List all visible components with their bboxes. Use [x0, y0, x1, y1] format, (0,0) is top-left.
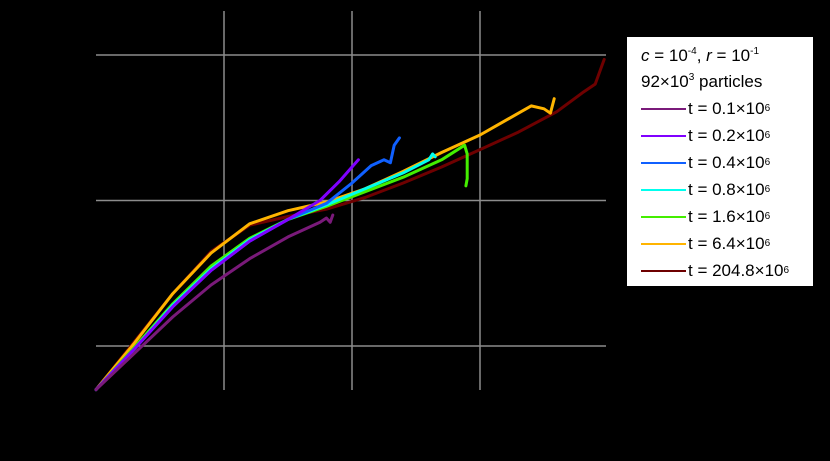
legend-entry: t = 1.6×10 6 [641, 203, 813, 230]
legend-entry: t = 0.1×10 6 [641, 95, 813, 122]
legend-particles: 92×103 particles [641, 72, 763, 91]
series-line [94, 158, 360, 392]
legend-swatch [641, 188, 686, 191]
data-series [94, 57, 606, 392]
legend-entry: t = 204.8×10 6 [641, 257, 813, 284]
legend-swatch [641, 161, 686, 164]
series-line [94, 213, 335, 392]
legend-entry: t = 0.2×10 6 [641, 122, 813, 149]
legend-swatch [641, 107, 686, 110]
legend-swatch [641, 134, 686, 137]
legend: c = 10-4, r = 10-1 92×103 particles t = … [627, 37, 813, 286]
legend-entry: t = 0.4×10 6 [641, 149, 813, 176]
series-line [94, 136, 401, 392]
legend-entry: t = 6.4×10 6 [641, 230, 813, 257]
legend-entry: t = 0.8×10 6 [641, 176, 813, 203]
legend-swatch [641, 269, 686, 272]
legend-swatch [641, 242, 686, 245]
series-line [94, 143, 469, 392]
legend-swatch [641, 215, 686, 218]
legend-params: c = 10-4, r = 10-1 [641, 46, 760, 65]
